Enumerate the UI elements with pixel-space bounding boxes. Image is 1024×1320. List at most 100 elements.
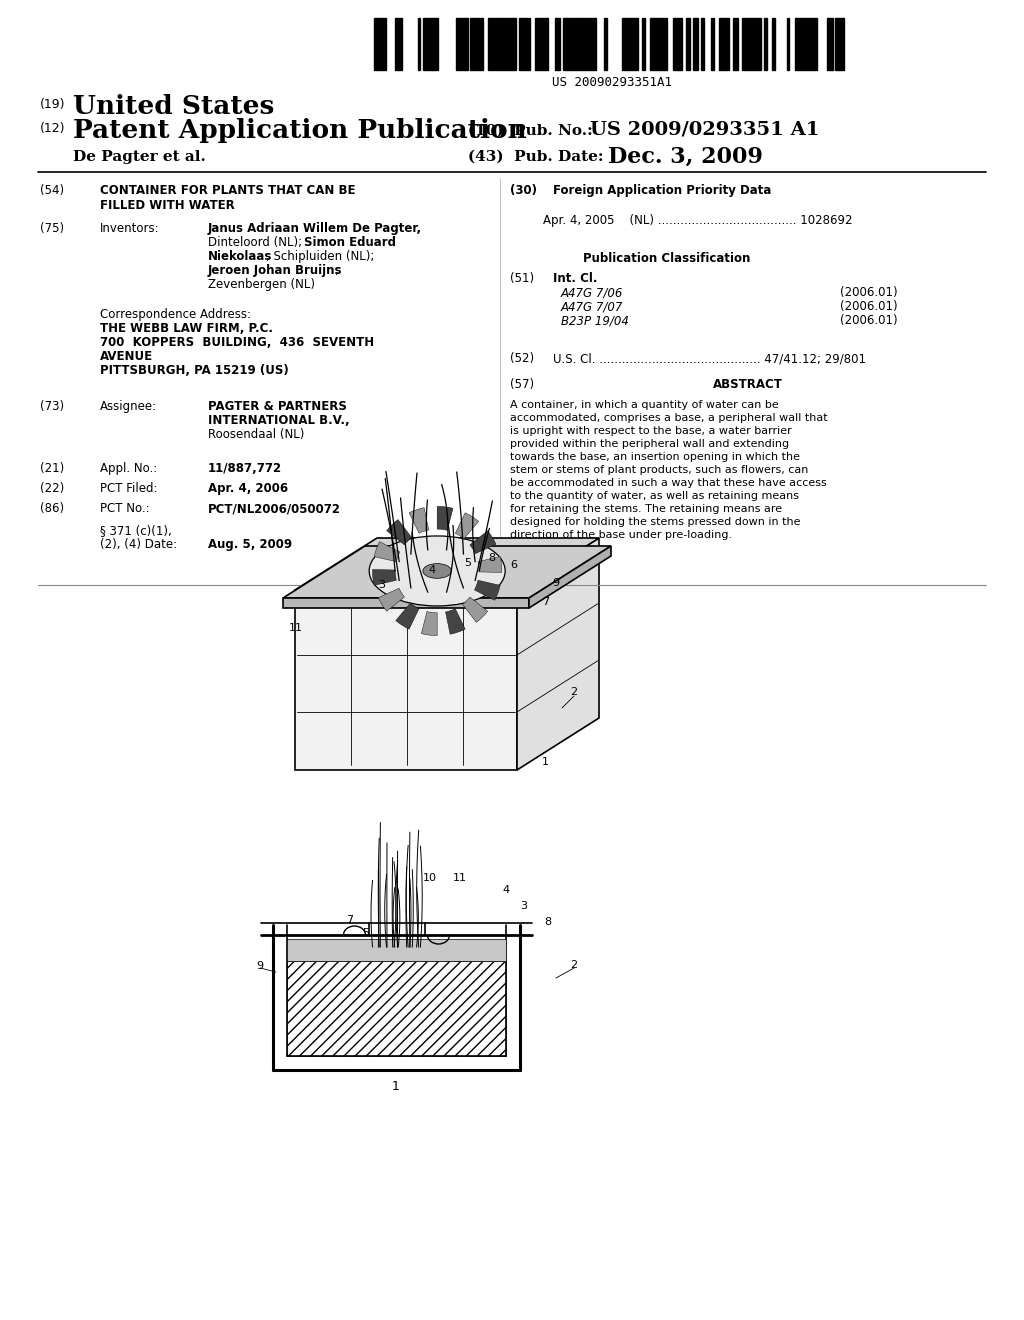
Text: 700  KOPPERS  BUILDING,  436  SEVENTH: 700 KOPPERS BUILDING, 436 SEVENTH	[100, 337, 374, 348]
Text: Patent Application Publication: Patent Application Publication	[73, 117, 526, 143]
Wedge shape	[478, 557, 502, 573]
Text: (2006.01): (2006.01)	[840, 286, 898, 300]
Text: Niekolaas: Niekolaas	[208, 249, 272, 263]
Bar	[719, 18, 722, 70]
Bar	[487, 18, 490, 70]
Bar	[555, 18, 560, 70]
Text: THE WEBB LAW FIRM, P.C.: THE WEBB LAW FIRM, P.C.	[100, 322, 273, 335]
Bar	[748, 18, 750, 70]
Bar	[795, 18, 801, 70]
Wedge shape	[456, 512, 478, 539]
Text: (2006.01): (2006.01)	[840, 300, 898, 313]
Bar	[787, 18, 790, 70]
Bar	[841, 18, 844, 70]
Bar	[536, 18, 542, 70]
Text: 8: 8	[488, 553, 496, 564]
Bar	[470, 18, 473, 70]
Wedge shape	[378, 589, 404, 611]
Bar	[660, 18, 667, 70]
Text: PCT/NL2006/050072: PCT/NL2006/050072	[208, 502, 341, 515]
Bar	[622, 18, 627, 70]
Bar	[722, 18, 724, 70]
Text: 11/887,772: 11/887,772	[208, 462, 283, 475]
Text: 10: 10	[423, 873, 437, 883]
Polygon shape	[529, 546, 611, 609]
Bar	[724, 18, 729, 70]
Bar	[542, 18, 548, 70]
Text: Aug. 5, 2009: Aug. 5, 2009	[208, 539, 292, 550]
Bar	[685, 18, 690, 70]
Bar	[632, 18, 638, 70]
Text: Janus Adriaan Willem De Pagter,: Janus Adriaan Willem De Pagter,	[208, 222, 422, 235]
Bar	[627, 18, 629, 70]
Text: Assignee:: Assignee:	[100, 400, 157, 413]
Ellipse shape	[370, 536, 505, 606]
Text: (12): (12)	[40, 121, 66, 135]
Text: (43)  Pub. Date:: (43) Pub. Date:	[468, 150, 603, 164]
Text: ABSTRACT: ABSTRACT	[713, 378, 783, 391]
Polygon shape	[517, 539, 599, 770]
Bar	[827, 18, 830, 70]
Bar	[604, 18, 607, 70]
Text: 4: 4	[503, 884, 510, 895]
Text: 11: 11	[453, 873, 467, 883]
Bar	[523, 18, 529, 70]
Text: (73): (73)	[40, 400, 65, 413]
Wedge shape	[421, 611, 437, 635]
Text: 2: 2	[570, 686, 578, 697]
Bar	[567, 18, 571, 70]
Text: to the quantity of water, as well as retaining means: to the quantity of water, as well as ret…	[510, 491, 799, 502]
Bar	[465, 18, 468, 70]
Text: PCT No.:: PCT No.:	[100, 502, 150, 515]
Text: Foreign Application Priority Data: Foreign Application Priority Data	[553, 183, 771, 197]
Text: 7: 7	[346, 915, 353, 925]
Bar	[654, 18, 660, 70]
Text: PAGTER & PARTNERS: PAGTER & PARTNERS	[208, 400, 347, 413]
Text: is upright with respect to the base, a water barrier: is upright with respect to the base, a w…	[510, 426, 792, 436]
Bar	[801, 18, 808, 70]
Text: De Pagter et al.: De Pagter et al.	[73, 150, 206, 164]
Bar	[374, 18, 376, 70]
Bar	[503, 18, 510, 70]
Text: US 2009/0293351 A1: US 2009/0293351 A1	[590, 120, 819, 139]
Ellipse shape	[423, 564, 452, 578]
Wedge shape	[470, 531, 496, 553]
Text: 7: 7	[543, 597, 550, 607]
Text: (2), (4) Date:: (2), (4) Date:	[100, 539, 177, 550]
Text: direction of the base under pre-loading.: direction of the base under pre-loading.	[510, 531, 732, 540]
Text: 2: 2	[570, 960, 578, 970]
Text: towards the base, an insertion opening in which the: towards the base, an insertion opening i…	[510, 451, 800, 462]
Bar	[456, 18, 458, 70]
Text: Apr. 4, 2005    (NL) ..................................... 1028692: Apr. 4, 2005 (NL) ......................…	[543, 214, 853, 227]
Bar	[379, 18, 382, 70]
Text: 11: 11	[289, 623, 303, 634]
Bar	[376, 18, 379, 70]
Text: (22): (22)	[40, 482, 65, 495]
Text: Dec. 3, 2009: Dec. 3, 2009	[608, 147, 763, 168]
Bar	[496, 18, 498, 70]
Text: accommodated, comprises a base, a peripheral wall that: accommodated, comprises a base, a periph…	[510, 413, 827, 422]
Text: 3: 3	[520, 902, 527, 911]
Text: (2006.01): (2006.01)	[840, 314, 898, 327]
Text: B23P 19/04: B23P 19/04	[561, 314, 629, 327]
Text: A47G 7/06: A47G 7/06	[561, 286, 624, 300]
Text: (52): (52)	[510, 352, 535, 366]
Text: INTERNATIONAL B.V.,: INTERNATIONAL B.V.,	[208, 414, 349, 426]
Polygon shape	[283, 546, 611, 598]
Bar	[473, 18, 478, 70]
Bar	[426, 18, 432, 70]
Bar	[571, 18, 578, 70]
Polygon shape	[283, 598, 529, 609]
Bar	[395, 18, 399, 70]
Text: (19): (19)	[40, 98, 66, 111]
Bar	[382, 18, 386, 70]
Text: (51): (51)	[510, 272, 535, 285]
Text: 8: 8	[545, 917, 552, 927]
Bar	[423, 18, 426, 70]
Text: designed for holding the stems pressed down in the: designed for holding the stems pressed d…	[510, 517, 801, 527]
Text: U.S. Cl. ........................................... 47/41.12; 29/801: U.S. Cl. ...............................…	[553, 352, 866, 366]
Wedge shape	[374, 541, 399, 561]
Text: A47G 7/07: A47G 7/07	[561, 300, 624, 313]
Text: Apr. 4, 2006: Apr. 4, 2006	[208, 482, 288, 495]
Bar	[399, 18, 401, 70]
